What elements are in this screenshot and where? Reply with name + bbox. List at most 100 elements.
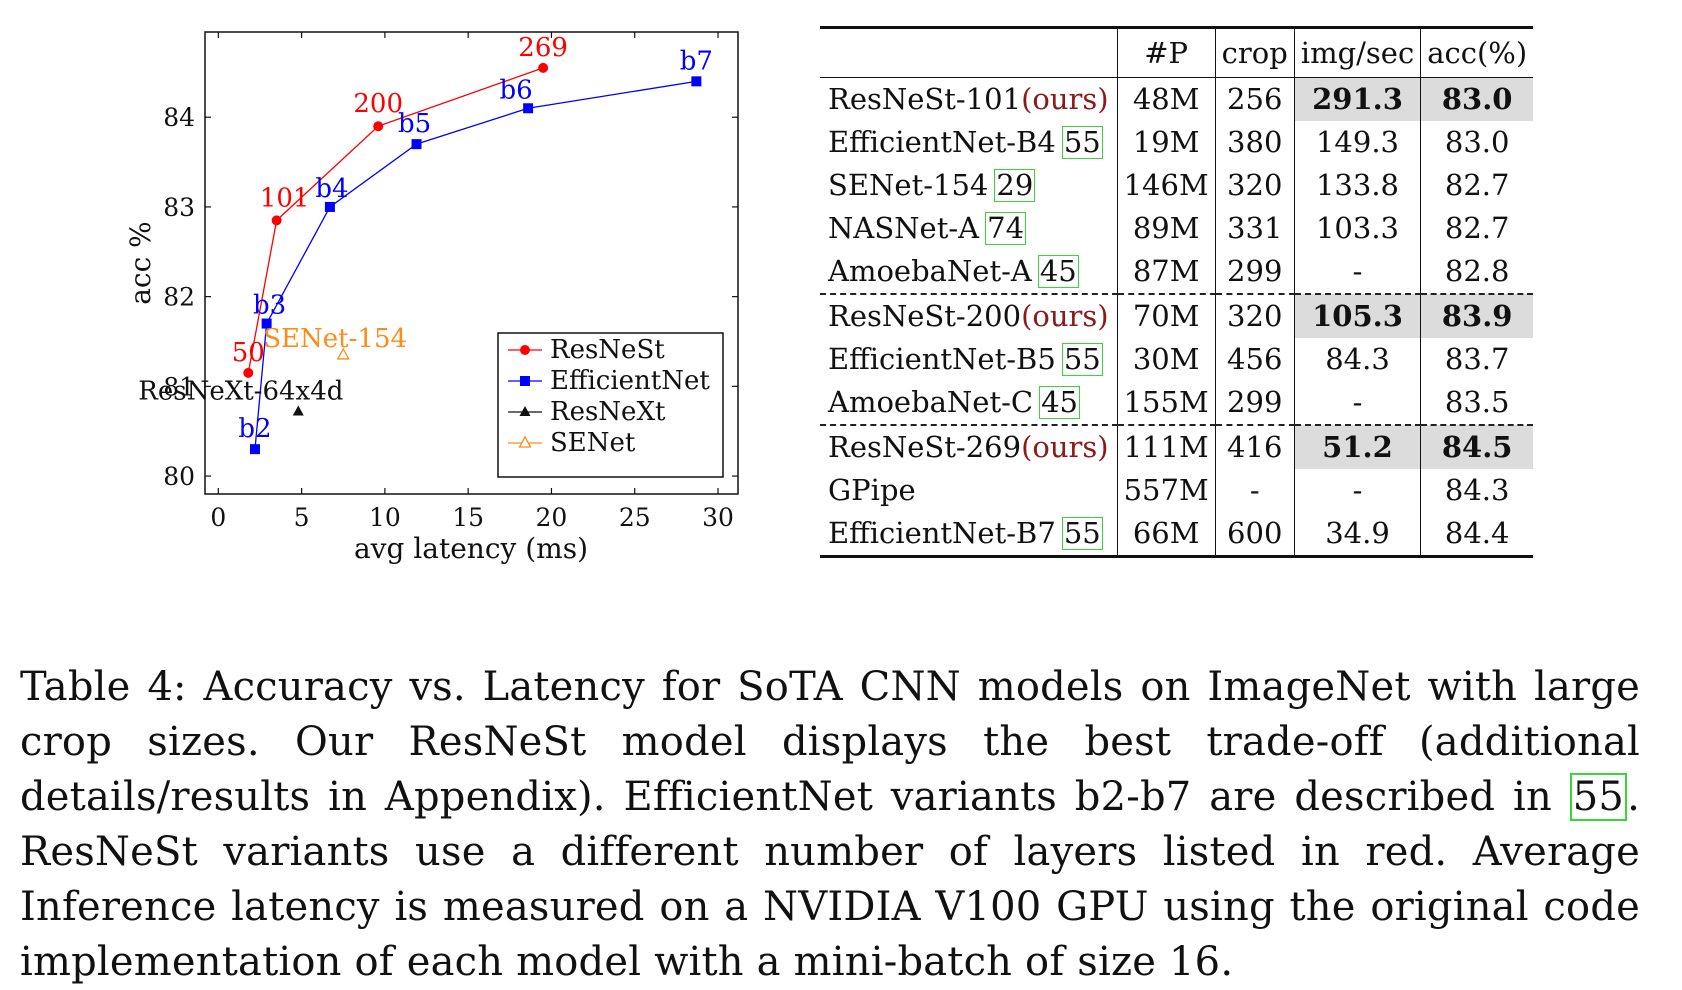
- citation-link[interactable]: 74: [985, 210, 1027, 246]
- crop-cell: 456: [1214, 338, 1295, 381]
- params-cell: 66M: [1116, 512, 1216, 558]
- point-label: SENet-154: [263, 324, 407, 354]
- table-header: #P crop img/sec acc(%): [820, 26, 1534, 78]
- series-efficientnet: [249, 76, 702, 455]
- data-point: [538, 62, 549, 73]
- img-sec-cell: 103.3: [1293, 207, 1421, 250]
- caption-text-2: . ResNeSt variants use a different numbe…: [20, 774, 1640, 985]
- y-tick-label: 83: [163, 193, 195, 222]
- table-row: EfficientNet-B4 55 19M 380 149.3 83.0: [820, 121, 1534, 164]
- point-label: 50: [232, 338, 265, 368]
- data-point: [691, 76, 702, 87]
- accuracy-latency-chart: 0 5 10 15 20 25 30 80 81 82 83 84 50 101 200 269 b2 b3 b…: [124, 31, 739, 565]
- point-label: b5: [398, 109, 431, 139]
- img-sec-cell: -: [1293, 469, 1421, 512]
- y-tick-label: 82: [163, 283, 195, 312]
- legend-entry: SENet: [550, 428, 636, 458]
- y-axis-ticks: 80 81 82 83 84: [163, 103, 738, 491]
- model-name-cell: EfficientNet-B4 55: [820, 121, 1117, 164]
- citation-link[interactable]: 45: [1037, 253, 1079, 289]
- img-sec-cell: -: [1293, 250, 1421, 294]
- crop-cell: 299: [1214, 381, 1295, 425]
- model-name: EfficientNet-B4: [828, 124, 1056, 159]
- data-point: [243, 367, 254, 378]
- table-row: ResNeSt-101(ours) 48M 256 291.3 83.0: [820, 77, 1534, 122]
- model-name: EfficientNet-B5: [828, 341, 1056, 376]
- point-label: b6: [500, 75, 533, 105]
- legend-entry: EfficientNet: [550, 366, 710, 396]
- model-name-cell: ResNeSt-101(ours): [820, 78, 1117, 122]
- x-tick-label: 20: [536, 503, 568, 532]
- table-caption: Table 4: Accuracy vs. Latency for SoTA C…: [20, 660, 1640, 990]
- crop-cell: 256: [1214, 77, 1295, 121]
- img-sec-cell: 34.9: [1293, 512, 1421, 558]
- x-tick-label: 30: [702, 503, 734, 532]
- header-crop: crop: [1214, 26, 1295, 78]
- params-cell: 30M: [1116, 338, 1216, 381]
- img-sec-cell: 133.8: [1293, 164, 1421, 207]
- model-name: ResNeSt-101: [828, 82, 1022, 116]
- img-sec-cell: 149.3: [1293, 121, 1421, 164]
- acc-cell: 83.5: [1420, 381, 1534, 425]
- params-cell: 557M: [1116, 469, 1216, 512]
- params-cell: 70M: [1116, 293, 1216, 338]
- data-point: [373, 121, 384, 132]
- img-sec-cell: 51.2: [1293, 424, 1421, 469]
- img-sec-cell: 84.3: [1293, 338, 1421, 381]
- ours-tag: (ours): [1021, 299, 1109, 333]
- ours-tag: (ours): [1021, 82, 1109, 116]
- legend-marker: [519, 406, 531, 416]
- model-name-cell: ResNeSt-269(ours): [820, 424, 1118, 469]
- y-tick-label: 81: [163, 372, 195, 401]
- citation-link[interactable]: 55: [1061, 515, 1103, 551]
- crop-cell: 299: [1214, 250, 1295, 294]
- crop-cell: -: [1214, 469, 1295, 512]
- table-row: AmoebaNet-A 45 87M 299-82.8: [820, 250, 1534, 294]
- img-sec-cell: 291.3: [1293, 77, 1421, 121]
- citation-link[interactable]: 29: [994, 167, 1036, 203]
- legend-marker: [520, 376, 530, 386]
- header-params: #P: [1116, 26, 1216, 78]
- acc-cell: 83.0: [1420, 121, 1534, 164]
- params-cell: 89M: [1116, 207, 1216, 250]
- header-model: [820, 26, 1118, 78]
- plot-frame: [204, 31, 739, 495]
- table-row: NASNet-A 74 89M 331 103.3 82.7: [820, 207, 1534, 250]
- citation-link[interactable]: 45: [1039, 384, 1081, 420]
- y-tick-label: 80: [163, 462, 195, 491]
- model-name: SENet-154: [828, 167, 989, 202]
- series-line: [247, 67, 544, 374]
- model-name: GPipe: [828, 473, 916, 507]
- acc-cell: 83.0: [1420, 77, 1534, 121]
- table-row: ResNeSt-200(ours) 70M 320 105.3 83.9: [820, 293, 1534, 338]
- model-name-cell: EfficientNet-B7 55: [820, 512, 1118, 558]
- point-label: b4: [315, 174, 348, 204]
- data-point: [324, 201, 335, 212]
- data-point: [249, 444, 260, 455]
- crop-cell: 331: [1214, 207, 1295, 250]
- table-row: GPipe 557M - -84.3: [820, 469, 1534, 512]
- acc-cell: 83.7: [1420, 338, 1534, 381]
- img-sec-cell: -: [1293, 381, 1421, 425]
- data-point: [336, 347, 350, 360]
- citation-link[interactable]: 55: [1061, 341, 1103, 377]
- data-point: [292, 405, 304, 416]
- model-name-cell: AmoebaNet-A 45: [820, 250, 1117, 294]
- model-name-cell: SENet-154 29: [820, 164, 1117, 207]
- citation-link[interactable]: 55: [1061, 124, 1103, 160]
- params-cell: 146M: [1116, 164, 1216, 207]
- y-tick-label: 84: [163, 103, 195, 132]
- acc-cell: 84.5: [1420, 424, 1534, 469]
- caption-citation[interactable]: 55: [1569, 773, 1628, 821]
- table-row: AmoebaNet-C 45 155M 299-83.5: [820, 381, 1534, 425]
- point-label: b3: [253, 291, 286, 321]
- img-sec-cell: 105.3: [1293, 293, 1421, 338]
- ours-tag: (ours): [1021, 430, 1109, 464]
- legend-marker: [520, 345, 530, 355]
- header-row: #P crop img/sec acc(%): [820, 26, 1534, 78]
- legend-entry: ResNeXt: [550, 397, 666, 427]
- x-tick-label: 0: [210, 503, 226, 532]
- x-tick-label: 15: [452, 503, 484, 532]
- table-row: SENet-154 29 146M 320 133.8 82.7: [820, 164, 1534, 207]
- params-cell: 111M: [1116, 424, 1216, 469]
